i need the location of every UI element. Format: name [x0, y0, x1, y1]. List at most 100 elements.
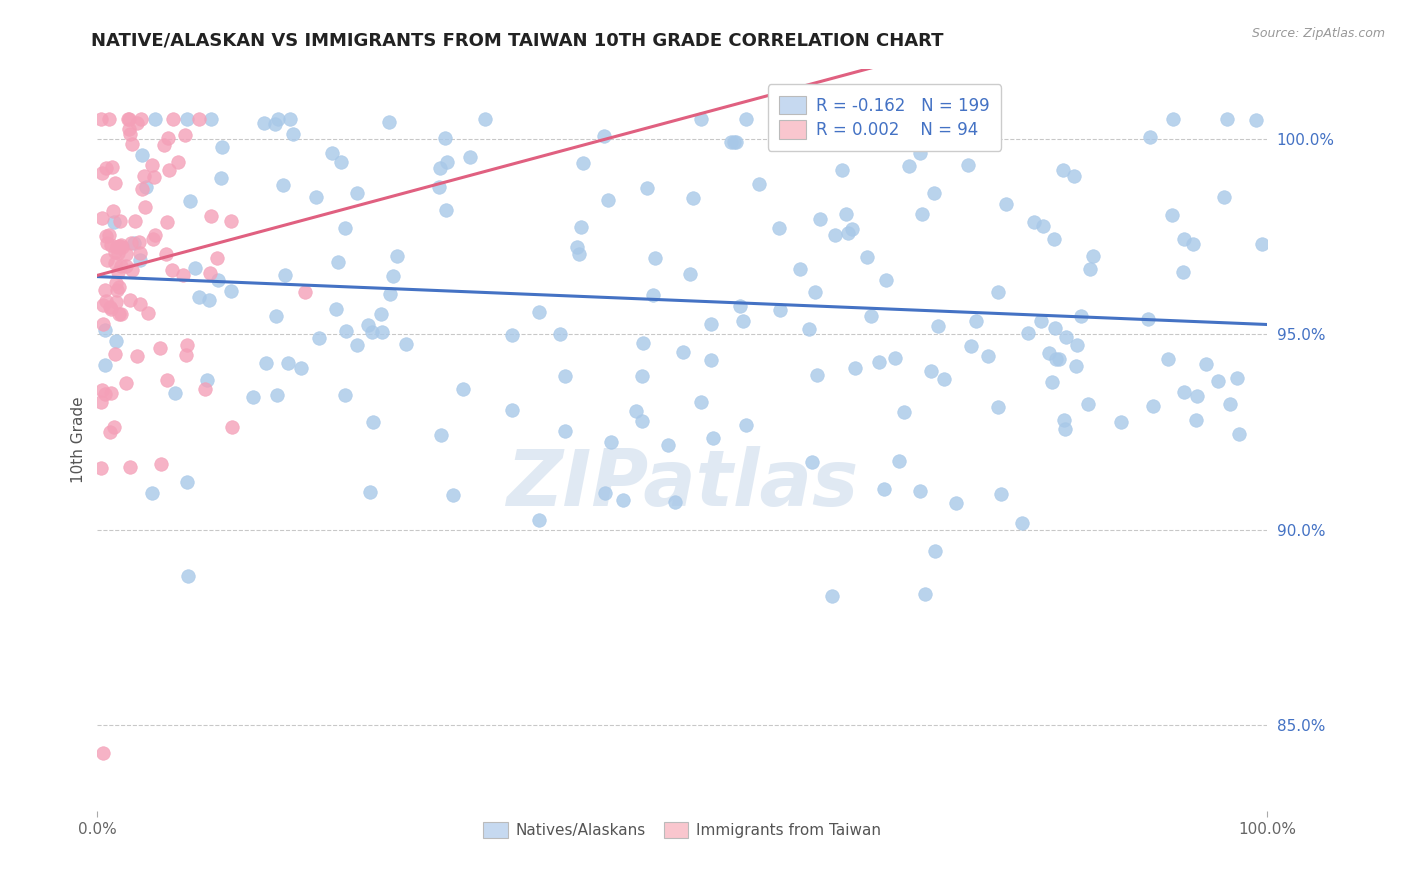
- Point: [100, 301, 122, 316]
- Point: [91, 317, 114, 331]
- Point: [294, 285, 316, 299]
- Point: [346, 337, 368, 351]
- Point: [894, 124, 917, 138]
- Point: [155, 247, 177, 261]
- Point: [108, 308, 131, 322]
- Point: [733, 314, 755, 328]
- Point: [91, 298, 114, 312]
- Point: [592, 128, 614, 143]
- Point: [187, 290, 209, 304]
- Point: [157, 162, 180, 177]
- Point: [359, 485, 381, 500]
- Point: [172, 268, 194, 283]
- Point: [436, 202, 458, 217]
- Point: [868, 355, 890, 369]
- Point: [474, 112, 496, 127]
- Point: [690, 112, 713, 127]
- Point: [278, 112, 301, 127]
- Point: [501, 327, 523, 342]
- Point: [821, 589, 844, 603]
- Point: [114, 259, 136, 273]
- Point: [612, 493, 634, 508]
- Point: [370, 307, 392, 321]
- Point: [110, 214, 132, 228]
- Point: [118, 112, 141, 127]
- Point: [96, 293, 118, 308]
- Point: [593, 486, 616, 500]
- Point: [104, 295, 127, 310]
- Point: [194, 382, 217, 396]
- Point: [700, 317, 723, 331]
- Point: [965, 314, 987, 328]
- Point: [808, 211, 831, 226]
- Point: [768, 221, 790, 235]
- Point: [120, 235, 142, 250]
- Point: [1038, 346, 1060, 360]
- Point: [197, 293, 219, 307]
- Point: [723, 135, 745, 149]
- Point: [149, 341, 172, 355]
- Point: [789, 262, 811, 277]
- Point: [855, 250, 877, 264]
- Point: [357, 318, 380, 332]
- Point: [1250, 237, 1272, 252]
- Point: [859, 309, 882, 323]
- Point: [682, 191, 704, 205]
- Point: [104, 334, 127, 348]
- Point: [599, 435, 621, 450]
- Text: NATIVE/ALASKAN VS IMMIGRANTS FROM TAIWAN 10TH GRADE CORRELATION CHART: NATIVE/ALASKAN VS IMMIGRANTS FROM TAIWAN…: [91, 31, 943, 49]
- Point: [768, 303, 790, 318]
- Point: [120, 127, 142, 141]
- Point: [160, 263, 183, 277]
- Point: [959, 339, 981, 353]
- Point: [129, 296, 152, 310]
- Point: [96, 235, 118, 250]
- Point: [1070, 310, 1092, 324]
- Point: [976, 350, 998, 364]
- Point: [205, 252, 228, 266]
- Point: [679, 267, 702, 281]
- Point: [122, 236, 145, 251]
- Point: [596, 193, 619, 207]
- Point: [1173, 384, 1195, 399]
- Point: [875, 273, 897, 287]
- Point: [429, 161, 451, 175]
- Point: [636, 181, 658, 195]
- Point: [174, 128, 197, 143]
- Point: [131, 182, 153, 196]
- Point: [897, 159, 920, 173]
- Point: [987, 285, 1010, 299]
- Point: [96, 253, 118, 268]
- Point: [141, 159, 163, 173]
- Point: [380, 287, 402, 301]
- Point: [728, 300, 751, 314]
- Point: [460, 150, 482, 164]
- Point: [735, 417, 758, 432]
- Point: [104, 276, 127, 290]
- Point: [630, 414, 652, 428]
- Point: [176, 475, 198, 489]
- Point: [436, 154, 458, 169]
- Point: [672, 345, 695, 359]
- Point: [748, 177, 770, 191]
- Point: [167, 154, 190, 169]
- Point: [725, 135, 748, 149]
- Point: [103, 419, 125, 434]
- Point: [100, 238, 122, 252]
- Point: [831, 162, 853, 177]
- Point: [934, 372, 956, 386]
- Point: [702, 432, 724, 446]
- Point: [571, 220, 593, 235]
- Point: [1045, 320, 1067, 334]
- Point: [277, 356, 299, 370]
- Point: [156, 215, 179, 229]
- Point: [990, 487, 1012, 501]
- Point: [104, 347, 127, 361]
- Point: [98, 425, 121, 439]
- Point: [97, 112, 120, 127]
- Point: [290, 361, 312, 376]
- Point: [207, 273, 229, 287]
- Point: [129, 253, 152, 268]
- Point: [994, 197, 1017, 211]
- Point: [118, 122, 141, 136]
